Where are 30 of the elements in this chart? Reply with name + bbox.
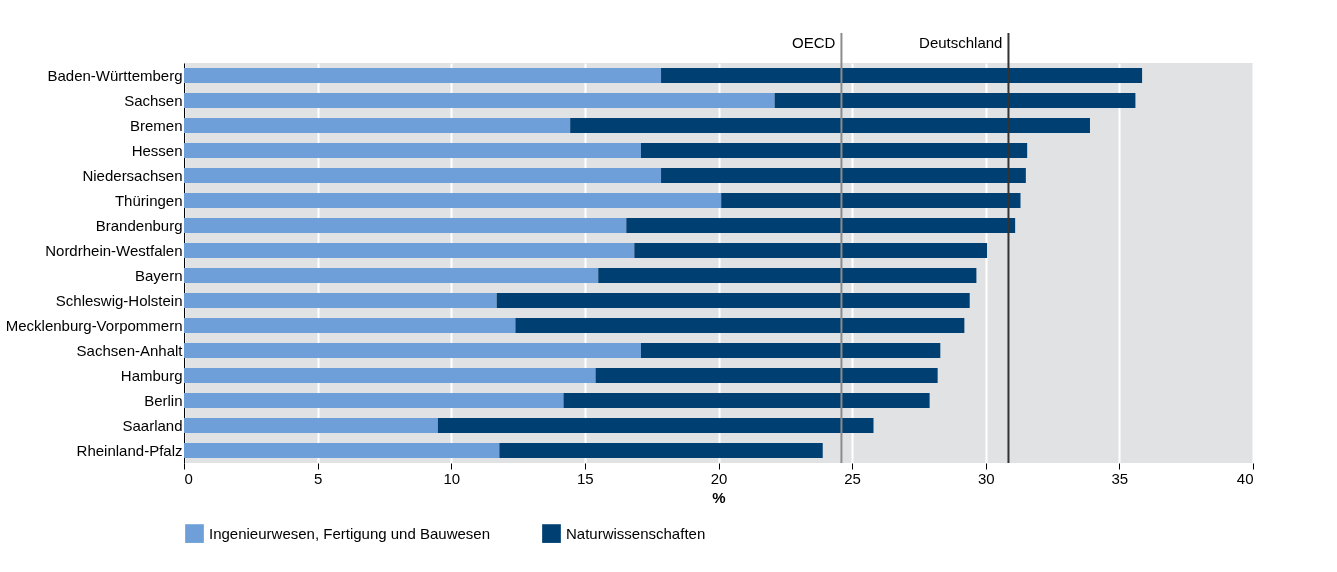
y-tick-label: Brandenburg <box>95 216 183 234</box>
legend-label: Ingenieurwesen, Fertigung und Bauwesen <box>209 524 491 542</box>
x-tick-label: 20 <box>710 469 728 487</box>
x-tick-label: 35 <box>1111 469 1129 487</box>
x-tick-label: 5 <box>313 469 323 487</box>
y-tick-label: Nordrhein-Westfalen <box>45 241 183 259</box>
y-tick-label: Baden-Württemberg <box>47 66 183 84</box>
y-tick-label: Berlin <box>144 391 183 409</box>
y-tick-label: Schleswig-Holstein <box>55 291 183 309</box>
x-tick-label: 0 <box>184 469 193 487</box>
y-tick-label: Rheinland-Pfalz <box>76 441 183 459</box>
y-tick-label: Bremen <box>129 116 183 134</box>
x-tick-label: 40 <box>1236 469 1254 487</box>
y-tick-label: Niedersachsen <box>82 166 183 184</box>
x-tick-label: 10 <box>443 469 461 487</box>
x-axis-title: % <box>712 488 726 506</box>
y-tick-label: Sachsen <box>124 91 183 109</box>
y-tick-label: Hamburg <box>120 366 183 384</box>
y-tick-label: Hessen <box>131 141 183 159</box>
ref-line-label: Deutschland <box>919 34 1003 51</box>
y-tick-label: Bayern <box>134 266 183 284</box>
x-tick-label: 25 <box>844 469 861 487</box>
legend-label: Naturwissenschaften <box>566 524 706 542</box>
y-tick-label: Thüringen <box>114 191 183 209</box>
y-tick-label: Saarland <box>122 416 183 434</box>
x-tick-label: 15 <box>577 469 594 487</box>
ref-line-label: OECD <box>792 34 836 51</box>
x-tick-label: 30 <box>977 469 995 487</box>
y-tick-label: Mecklenburg-Vorpommern <box>5 316 183 334</box>
y-tick-label: Sachsen-Anhalt <box>76 341 184 359</box>
